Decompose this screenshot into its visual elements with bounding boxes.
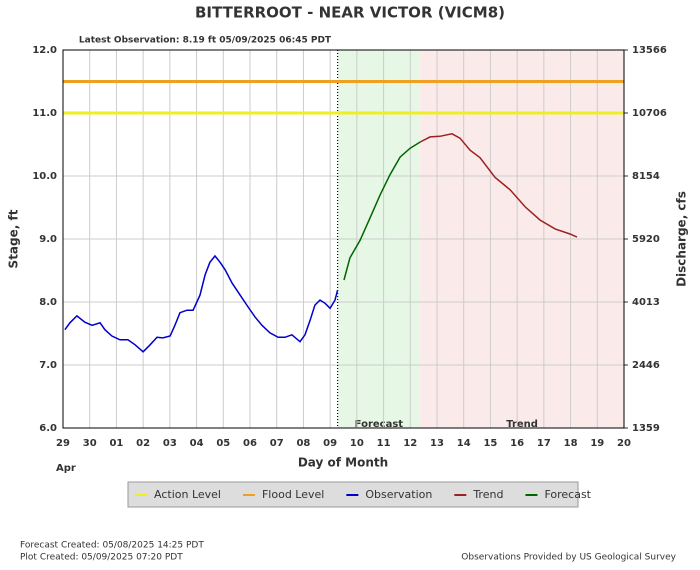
x-tick-label: 20 (617, 438, 631, 449)
footer-plot: Plot Created: 05/09/2025 07:20 PDT (20, 553, 183, 563)
x-tick-label: 14 (457, 438, 471, 449)
y2-axis-label: Discharge, cfs (675, 191, 689, 287)
x-tick-label: 03 (163, 438, 177, 449)
y-tick-label: 11.0 (32, 108, 57, 119)
y-tick-label: 9.0 (39, 234, 57, 245)
y-tick-label: 10.0 (32, 171, 57, 182)
x-tick-label: 15 (483, 438, 497, 449)
x-tick-label: 07 (270, 438, 284, 449)
x-tick-label: 10 (350, 438, 364, 449)
plot-frame (62, 49, 625, 429)
x-tick-label: 13 (430, 438, 444, 449)
footer-forecast: Forecast Created: 05/08/2025 14:25 PDT (20, 541, 204, 551)
y2-tick-label: 5920 (632, 234, 660, 245)
x-axis-label: Day of Month (298, 456, 388, 470)
x-tick-label: 02 (136, 438, 150, 449)
footer-credit: Observations Provided by US Geological S… (461, 553, 676, 563)
x-month-label: Apr (56, 463, 76, 474)
y-tick-label: 12.0 (32, 45, 57, 56)
y2-tick-label: 2446 (632, 360, 660, 371)
x-tick-label: 11 (377, 438, 391, 449)
legend-label: Trend (472, 488, 503, 501)
x-tick-label: 05 (216, 438, 230, 449)
subtitle: Latest Observation: 8.19 ft 05/09/2025 0… (79, 36, 332, 46)
y-axis-label: Stage, ft (7, 209, 21, 268)
x-tick-label: 16 (510, 438, 524, 449)
legend-label: Forecast (544, 488, 591, 501)
y2-tick-label: 4013 (632, 297, 660, 308)
x-tick-label: 12 (403, 438, 417, 449)
x-tick-label: 04 (190, 438, 204, 449)
legend-label: Action Level (154, 488, 221, 501)
y-tick-label: 7.0 (39, 360, 57, 371)
x-tick-label: 01 (109, 438, 123, 449)
y2-tick-label: 8154 (632, 171, 660, 182)
x-tick-label: 08 (296, 438, 310, 449)
legend-label: Observation (365, 488, 432, 501)
series-line (64, 254, 339, 353)
x-tick-label: 06 (243, 438, 257, 449)
x-tick-label: 17 (537, 438, 551, 449)
y2-tick-label: 1359 (632, 423, 660, 434)
x-tick-label: 30 (83, 438, 97, 449)
x-tick-label: 19 (590, 438, 604, 449)
y-tick-label: 6.0 (39, 423, 57, 434)
legend-label: Flood Level (262, 488, 324, 501)
series-line (343, 141, 421, 281)
x-tick-label: 18 (564, 438, 578, 449)
region-label: Forecast (355, 419, 404, 430)
region-label: Trend (506, 419, 538, 430)
x-tick-label: 29 (56, 438, 70, 449)
series-line (419, 133, 578, 238)
y2-tick-label: 10706 (632, 108, 667, 119)
y-tick-label: 8.0 (39, 297, 57, 308)
chart-title: BITTERROOT - NEAR VICTOR (VICM8) (195, 4, 505, 22)
y2-tick-label: 13566 (632, 45, 667, 56)
x-tick-label: 09 (323, 438, 337, 449)
